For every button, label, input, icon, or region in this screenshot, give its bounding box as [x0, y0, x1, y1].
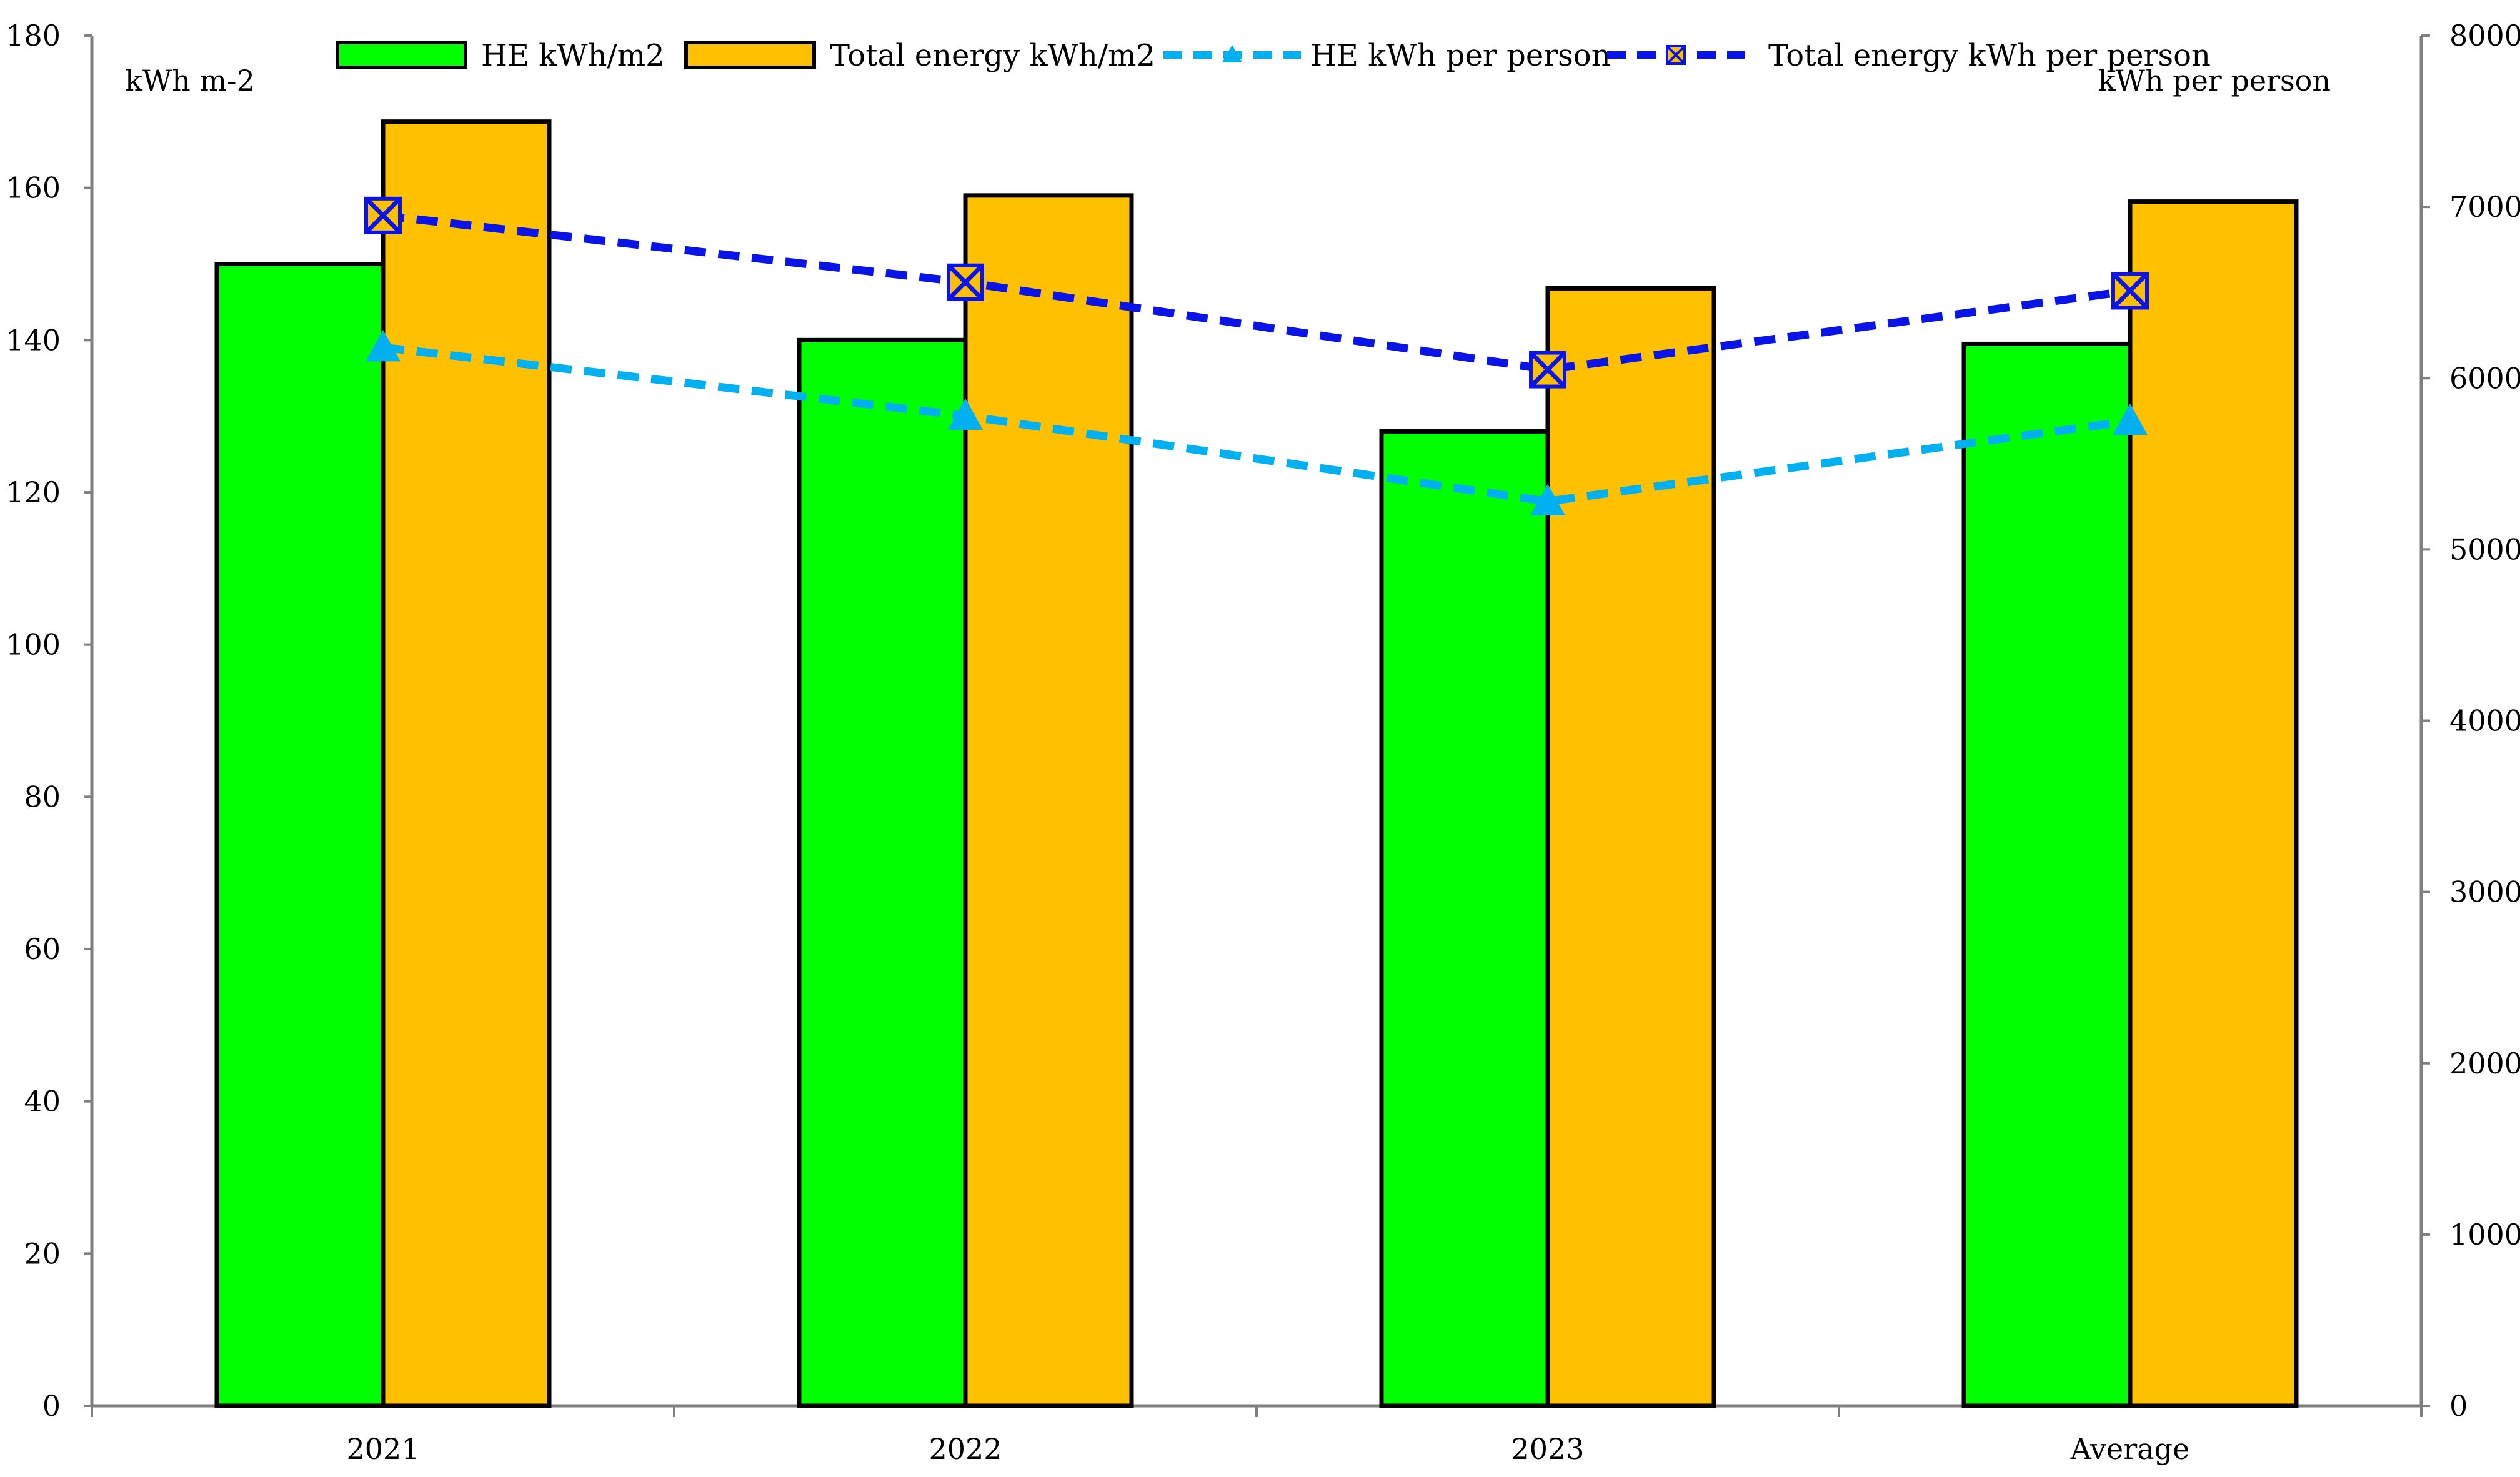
left-tick-label: 100: [6, 628, 61, 662]
legend-label: Total energy kWh/m2: [830, 38, 1155, 73]
bar-total-2022: [963, 193, 1134, 1408]
bar-total-2021: [381, 119, 552, 1408]
x-category-label: 2021: [346, 1432, 419, 1466]
right-tick-label: 7000: [2449, 190, 2520, 224]
right-tick-label: 8000: [2449, 19, 2520, 52]
right-tick-label: 5000: [2449, 532, 2520, 566]
left-tick-label: 180: [6, 19, 61, 52]
line-series: [382, 211, 2131, 506]
legend-item: HE kWh/m2: [336, 38, 665, 73]
left-tick-label: 0: [42, 1389, 61, 1423]
legend: HE kWh/m2 Total energy kWh/m2 HE kWh per p…: [336, 38, 2211, 73]
right-tick-label: 6000: [2449, 361, 2520, 395]
right-tick-label: 0: [2449, 1389, 2468, 1423]
x-category-label: Average: [2070, 1432, 2190, 1466]
bar-he-average: [1961, 341, 2133, 1408]
left-axis-ticks: 0 20 40 60 80 100 120 140 160 180: [6, 19, 92, 1423]
bar-series: [214, 119, 2299, 1408]
right-axis-label: kWh per person: [2098, 64, 2331, 97]
legend-item: HE kWh per person: [1163, 38, 1611, 73]
right-axis-ticks: 0 1000 2000 3000 4000 5000 6000 7000 8000: [2421, 19, 2520, 1423]
bar-he-2023: [1379, 429, 1550, 1408]
legend-item: Total energy kWh/m2: [684, 38, 1155, 73]
marker-total-per-person: [947, 263, 984, 301]
marker-total-per-person: [1529, 351, 1566, 389]
legend-item: Total energy kWh per person: [1607, 38, 2211, 73]
right-tick-label: 4000: [2449, 704, 2520, 738]
marker-he-per-person: [948, 398, 983, 430]
line-markers: [364, 196, 2149, 516]
left-tick-label: 160: [6, 171, 61, 205]
marker-he-per-person: [366, 329, 401, 362]
right-tick-label: 1000: [2449, 1218, 2520, 1251]
marker-total-per-person: [2111, 272, 2149, 310]
right-tick-label: 3000: [2449, 875, 2520, 909]
legend-swatch: [684, 41, 816, 69]
legend-swatch: [336, 41, 467, 69]
x-axis-ticks: 2021 2022 2023 Average: [91, 1406, 2423, 1466]
left-tick-label: 80: [24, 780, 61, 813]
legend-label: Total energy kWh per person: [1768, 38, 2211, 73]
left-tick-label: 60: [24, 932, 61, 966]
line-he-per-person: [382, 343, 2131, 506]
left-tick-label: 140: [6, 323, 61, 357]
left-tick-label: 40: [24, 1085, 61, 1118]
line-total-per-person: [382, 211, 2131, 374]
marker-he-per-person: [1530, 484, 1565, 516]
right-tick-label: 2000: [2449, 1047, 2520, 1080]
x-category-label: 2022: [929, 1432, 1002, 1466]
bar-he-2021: [214, 262, 386, 1408]
bar-total-average: [2128, 199, 2299, 1408]
bar-total-2023: [1545, 286, 1716, 1408]
legend-marker: [1222, 45, 1242, 62]
legend-label: HE kWh per person: [1310, 38, 1611, 73]
left-axis-label: kWh m-2: [125, 64, 255, 97]
bar-he-2022: [797, 337, 968, 1408]
legend-label: HE kWh/m2: [481, 38, 665, 73]
marker-he-per-person: [2113, 403, 2148, 435]
marker-total-per-person: [364, 196, 402, 234]
left-tick-label: 120: [6, 475, 61, 509]
left-tick-label: 20: [24, 1236, 61, 1270]
x-category-label: 2023: [1511, 1432, 1584, 1466]
